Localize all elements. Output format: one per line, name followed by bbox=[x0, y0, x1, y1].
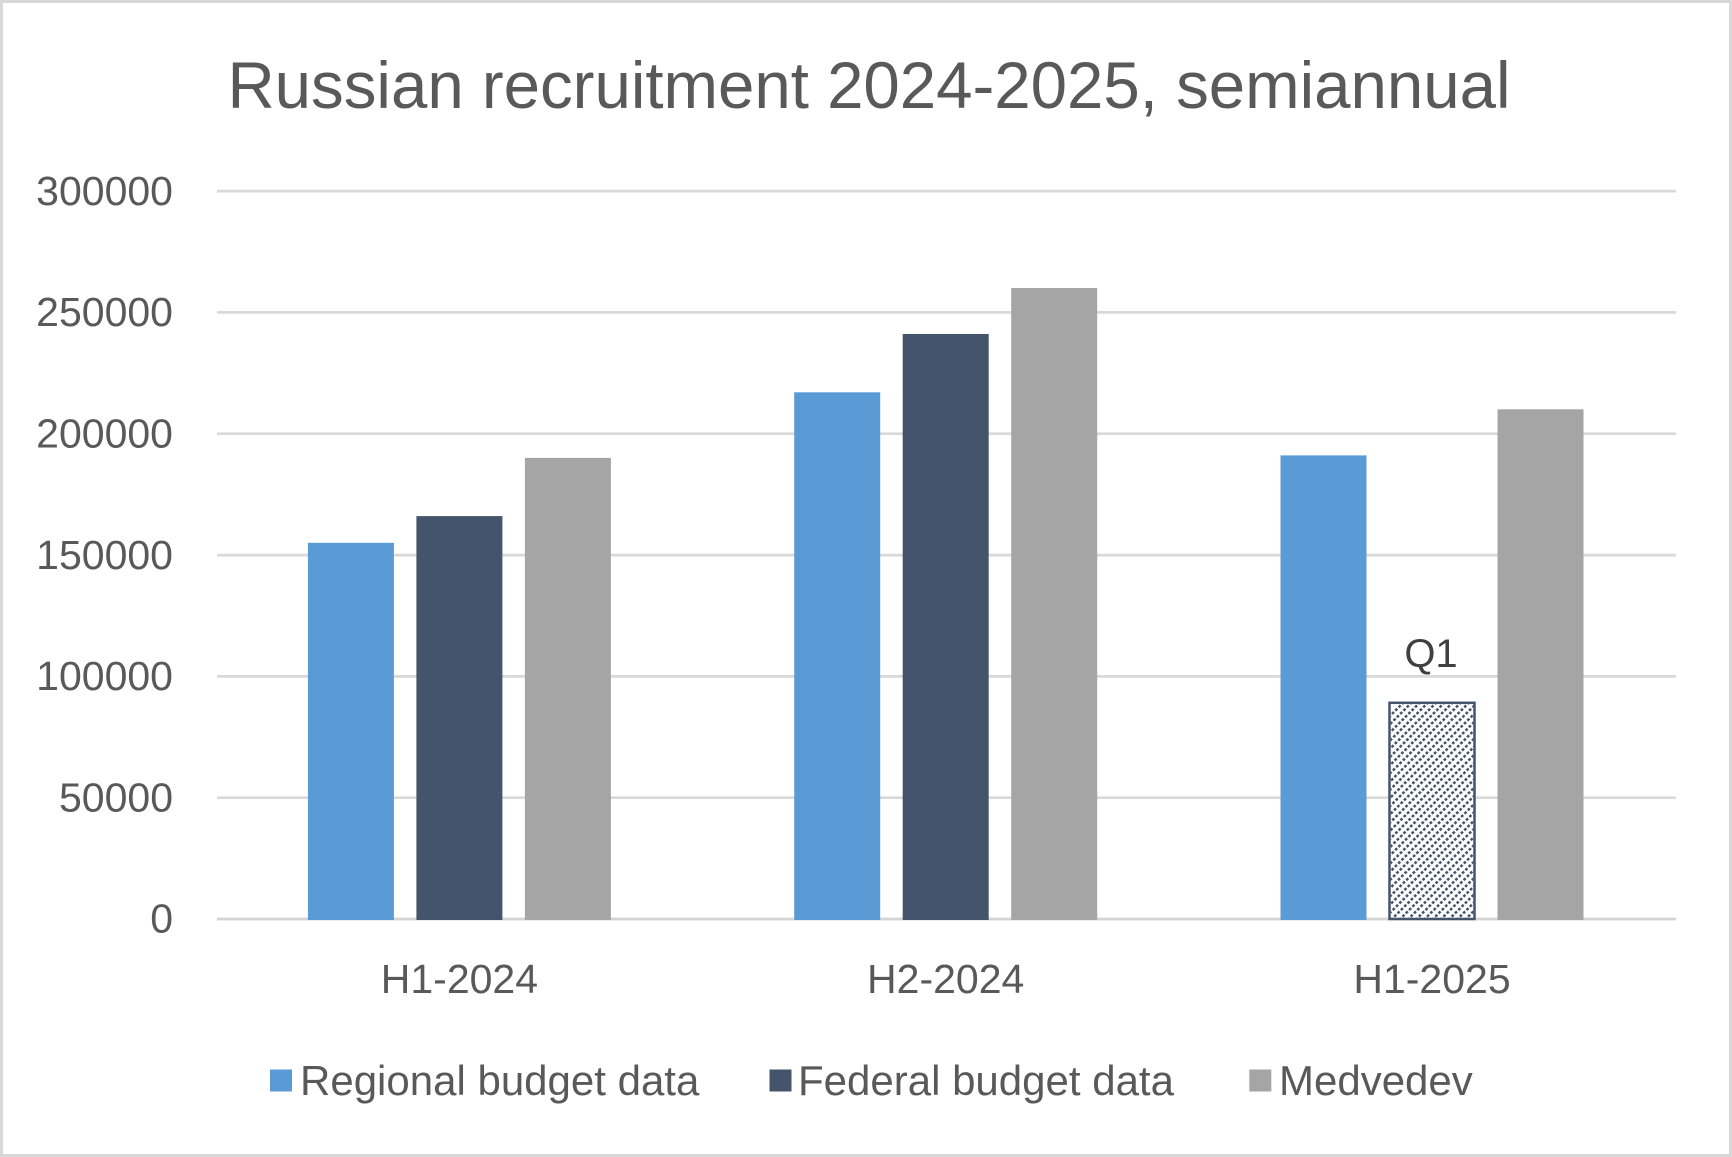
svg-text:H1-2024: H1-2024 bbox=[381, 956, 538, 1002]
svg-text:Medvedev: Medvedev bbox=[1279, 1057, 1473, 1104]
svg-text:250000: 250000 bbox=[36, 289, 173, 335]
svg-text:150000: 150000 bbox=[36, 532, 173, 578]
svg-text:Russian recruitment 2024-2025,: Russian recruitment 2024-2025, semiannua… bbox=[227, 49, 1510, 122]
svg-text:Federal budget data: Federal budget data bbox=[798, 1057, 1175, 1104]
svg-text:300000: 300000 bbox=[36, 168, 173, 214]
svg-text:H1-2025: H1-2025 bbox=[1353, 956, 1510, 1002]
svg-text:100000: 100000 bbox=[36, 653, 173, 699]
svg-text:200000: 200000 bbox=[36, 410, 173, 456]
svg-text:50000: 50000 bbox=[59, 774, 173, 820]
svg-text:Q1: Q1 bbox=[1404, 632, 1457, 676]
svg-text:H2-2024: H2-2024 bbox=[867, 956, 1024, 1002]
svg-text:Regional budget data: Regional budget data bbox=[300, 1057, 700, 1104]
svg-text:0: 0 bbox=[150, 896, 173, 942]
